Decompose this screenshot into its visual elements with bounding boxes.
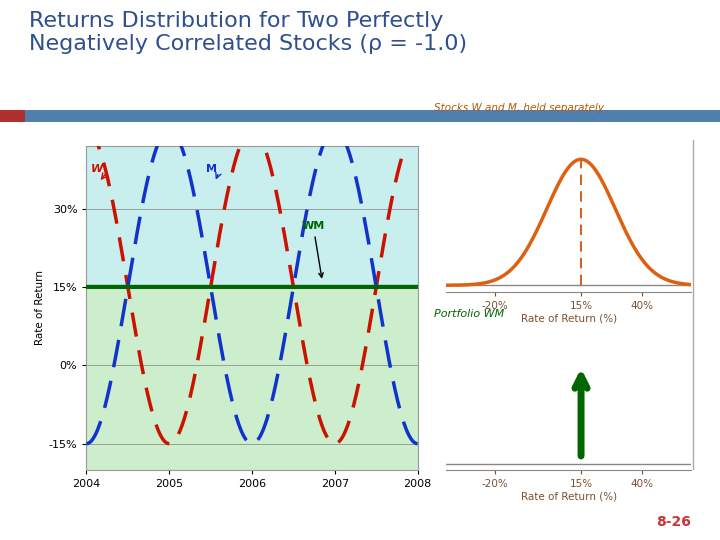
X-axis label: Rate of Return (%): Rate of Return (%) <box>521 491 617 502</box>
Bar <box>0 110 25 122</box>
Text: Returns Distribution for Two Perfectly
Negatively Correlated Stocks (ρ = -1.0): Returns Distribution for Two Perfectly N… <box>29 11 467 54</box>
Text: Portfolio WM: Portfolio WM <box>434 308 505 319</box>
X-axis label: Rate of Return (%): Rate of Return (%) <box>521 313 617 323</box>
Text: Stocks W and M, held separately: Stocks W and M, held separately <box>434 103 604 113</box>
Text: W: W <box>91 164 103 174</box>
Text: 8-26: 8-26 <box>657 515 691 529</box>
Y-axis label: Rate of Return: Rate of Return <box>35 271 45 345</box>
Text: WM: WM <box>302 221 325 278</box>
Bar <box>86 146 418 287</box>
Bar <box>86 287 418 470</box>
Text: M: M <box>207 164 217 174</box>
